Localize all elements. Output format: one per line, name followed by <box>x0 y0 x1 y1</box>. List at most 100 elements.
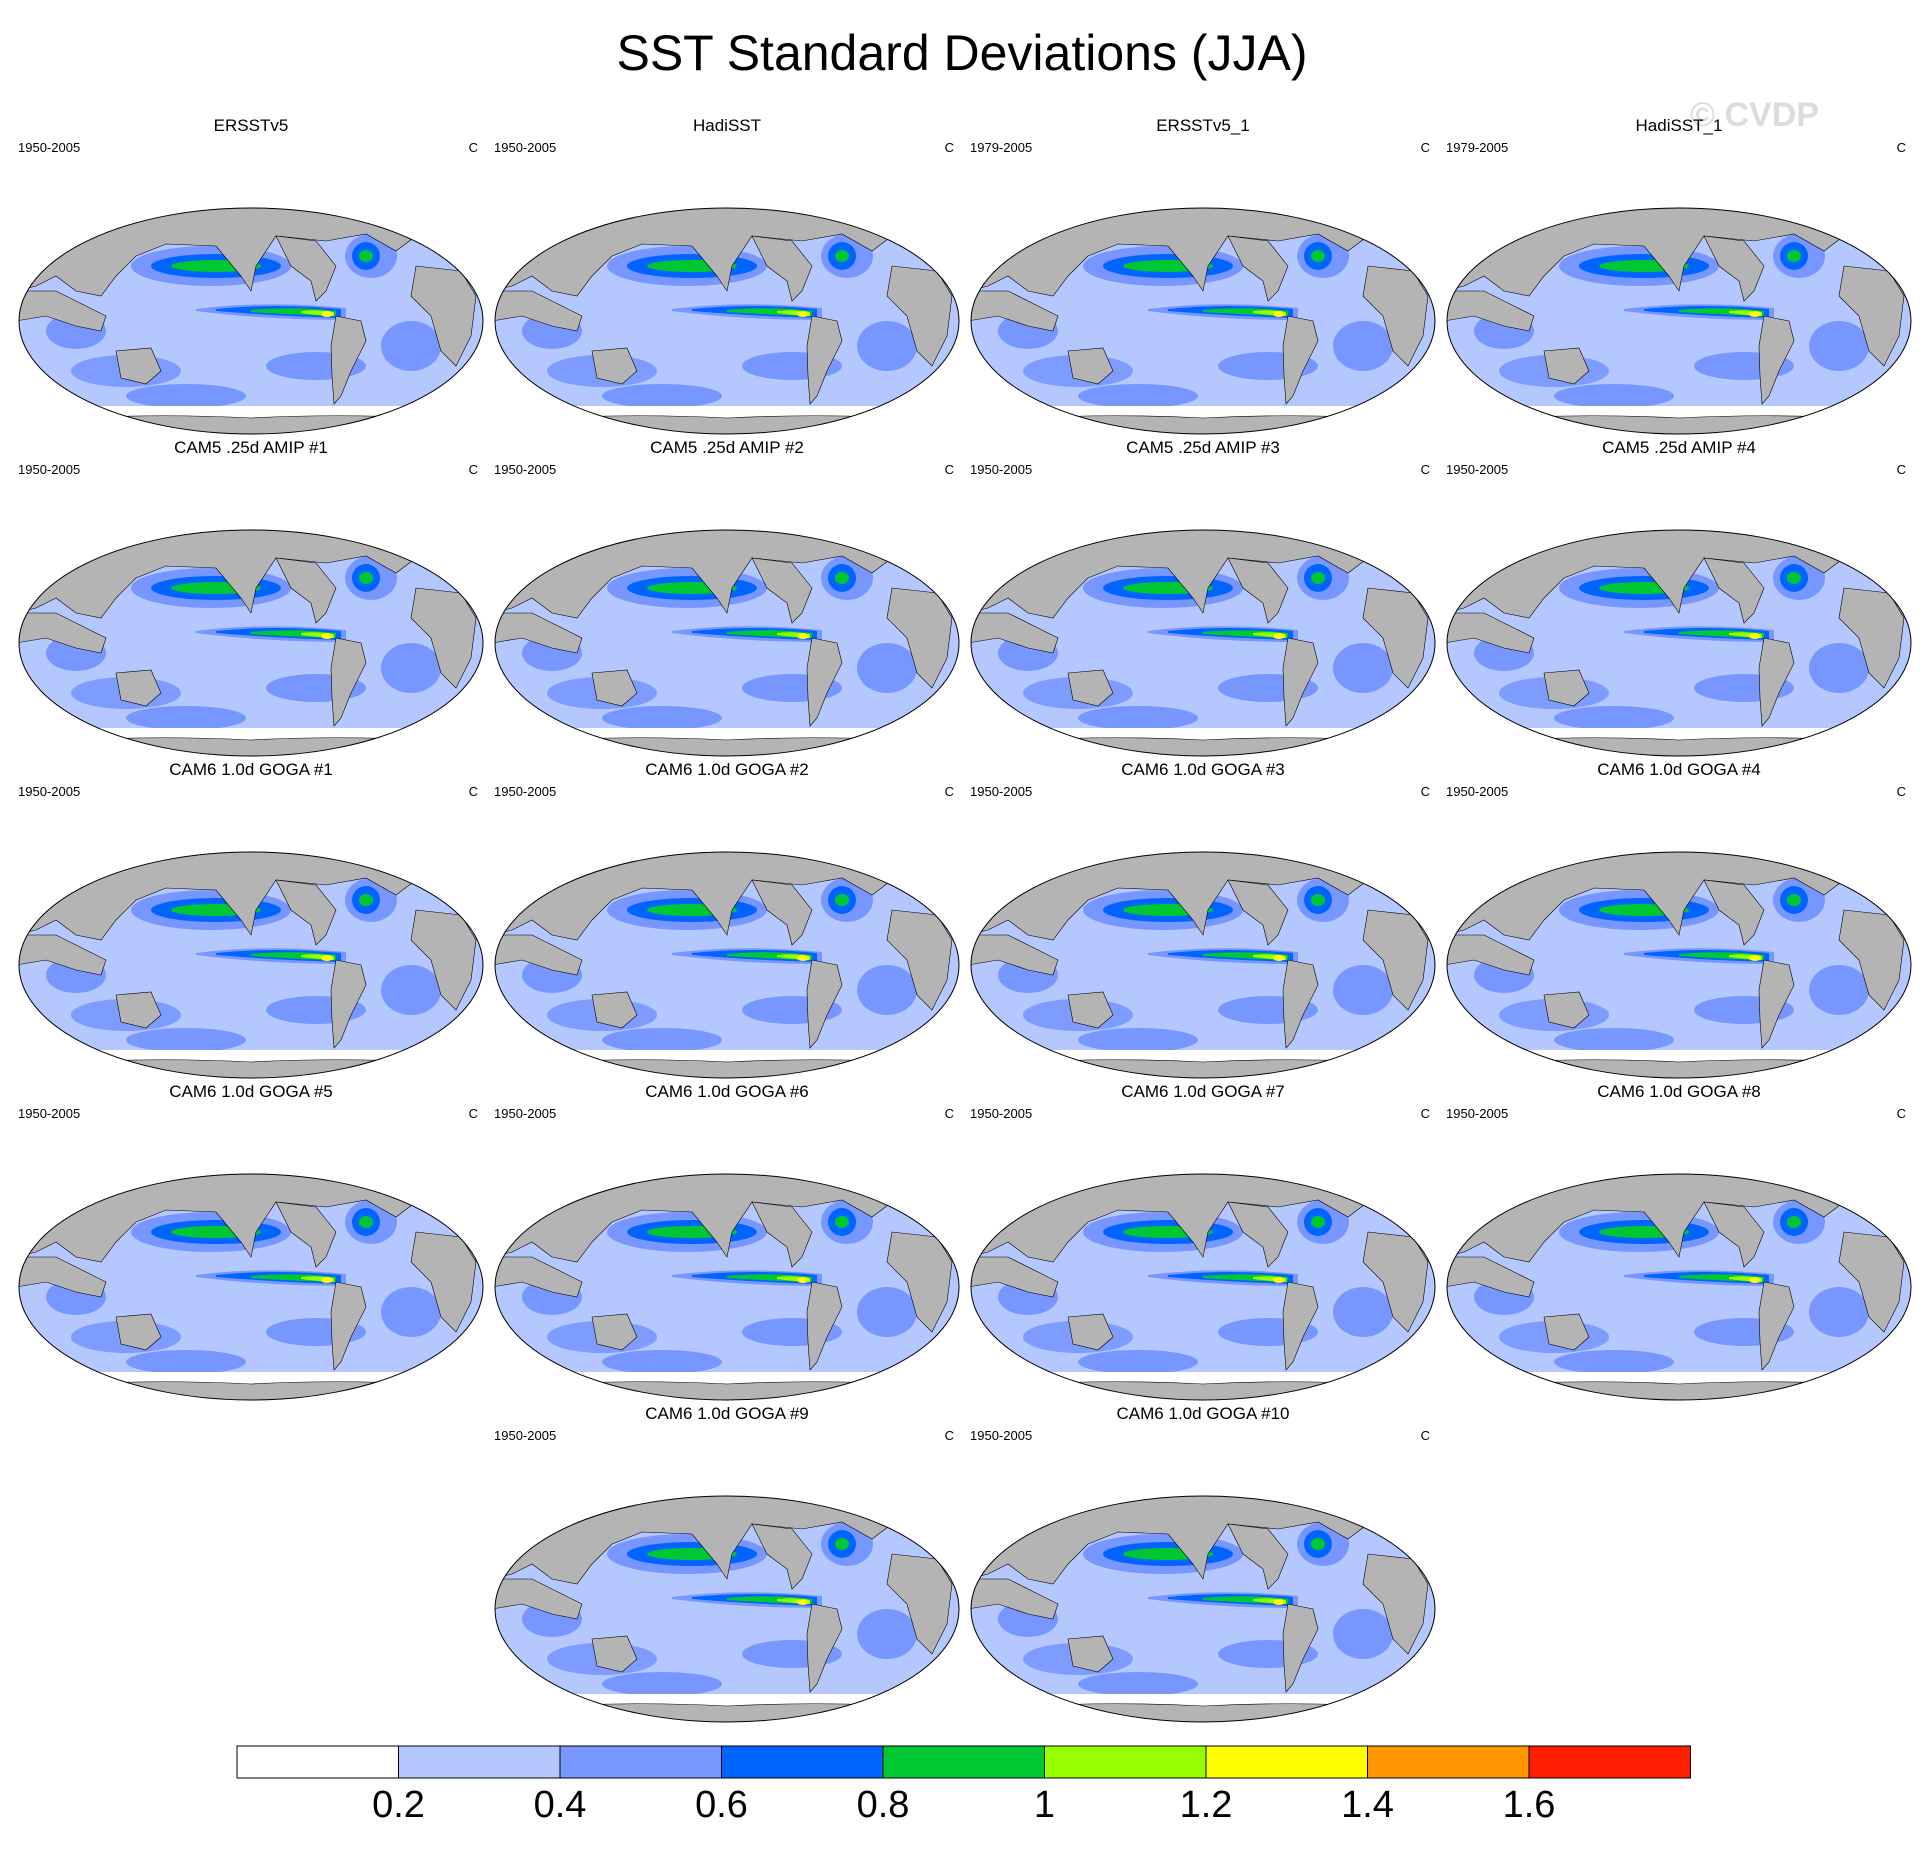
robinson-map <box>18 1173 484 1401</box>
map-field <box>971 208 1435 434</box>
panel-title: ERSSTv5 <box>213 116 289 135</box>
panel-title: CAM5 .25d AMIP #1 <box>174 438 328 457</box>
robinson-map <box>1446 1173 1912 1401</box>
panel-units: C <box>1420 784 1430 799</box>
colorbar-tick-label: 0.6 <box>695 1784 748 1826</box>
panel-units: C <box>468 1106 478 1121</box>
colorbar-swatch <box>236 1745 399 1779</box>
map-field <box>495 1174 959 1400</box>
robinson-map <box>494 851 960 1079</box>
robinson-map <box>18 207 484 435</box>
colorbar-swatch <box>1205 1745 1368 1779</box>
panel-units: C <box>1896 140 1906 155</box>
map-field <box>1447 1174 1911 1400</box>
colorbar-swatch <box>721 1745 884 1779</box>
panel-units: C <box>1896 784 1906 799</box>
panel-units: C <box>1896 462 1906 477</box>
map-panel: CAM5 .25d AMIP #2 1950-2005 C <box>492 438 962 758</box>
map-field <box>19 530 483 756</box>
map-panel: CAM6 1.0d GOGA #10 1950-2005 C <box>968 1404 1438 1724</box>
panel-title: CAM6 1.0d GOGA #2 <box>645 760 809 779</box>
map-field <box>971 1174 1435 1400</box>
colorbar-tick-label: 1.6 <box>1502 1784 1556 1826</box>
panel-title: ERSSTv5_1 <box>1156 116 1250 135</box>
panel-title: CAM5 .25d AMIP #4 <box>1602 438 1756 457</box>
panel-units: C <box>944 1106 954 1121</box>
figure-title: SST Standard Deviations (JJA) <box>616 25 1308 81</box>
map-field <box>971 1496 1435 1722</box>
colorbar-tick-label: 0.8 <box>856 1784 910 1826</box>
map-panel: CAM6 1.0d GOGA #9 1950-2005 C <box>492 1404 962 1724</box>
panel-title: HadiSST_1 <box>1635 116 1723 135</box>
map-panel: CAM5 .25d AMIP #3 1950-2005 C <box>968 438 1438 758</box>
robinson-map <box>970 529 1436 757</box>
map-panel: CAM6 1.0d GOGA #4 1950-2005 C <box>1444 760 1914 1080</box>
panel-period: 1950-2005 <box>494 1106 557 1121</box>
map-panel: CAM6 1.0d GOGA #7 1950-2005 C <box>968 1082 1438 1402</box>
robinson-map <box>970 851 1436 1079</box>
panel-title: CAM6 1.0d GOGA #8 <box>1597 1082 1761 1101</box>
panel-period: 1950-2005 <box>970 1428 1033 1443</box>
robinson-map <box>1446 529 1912 757</box>
map-field <box>971 530 1435 756</box>
panel-title: CAM6 1.0d GOGA #5 <box>169 1082 333 1101</box>
robinson-map <box>1446 851 1912 1079</box>
map-panel: CAM6 1.0d GOGA #8 1950-2005 C <box>1444 1082 1914 1402</box>
colorbar-swatch <box>398 1745 561 1779</box>
panel-units: C <box>1420 462 1430 477</box>
map-field <box>19 1174 483 1400</box>
panel-units: C <box>468 784 478 799</box>
colorbar-tick-label: 0.4 <box>533 1784 587 1826</box>
map-panel: CAM6 1.0d GOGA #5 1950-2005 C <box>16 1082 486 1402</box>
map-field <box>1447 852 1911 1078</box>
panel-units: C <box>1896 1106 1906 1121</box>
map-panel: CAM5 .25d AMIP #4 1950-2005 C <box>1444 438 1914 758</box>
panel-period: 1979-2005 <box>1446 140 1509 155</box>
panel-units: C <box>1420 140 1430 155</box>
panel-title: CAM6 1.0d GOGA #7 <box>1121 1082 1285 1101</box>
panel-units: C <box>468 140 478 155</box>
robinson-map <box>494 207 960 435</box>
colorbar-tick-label: 0.2 <box>372 1784 425 1826</box>
robinson-map <box>494 1495 960 1723</box>
panel-units: C <box>944 784 954 799</box>
panel-title: CAM6 1.0d GOGA #6 <box>645 1082 809 1101</box>
map-field <box>495 208 959 434</box>
robinson-map <box>494 529 960 757</box>
panel-period: 1950-2005 <box>494 784 557 799</box>
map-field <box>495 852 959 1078</box>
map-panel: ERSSTv5_1 1979-2005 C <box>968 116 1438 436</box>
panel-title: CAM6 1.0d GOGA #1 <box>169 760 333 779</box>
map-panel: ERSSTv5 1950-2005 C <box>16 116 486 436</box>
map-panel: HadiSST 1950-2005 C <box>492 116 962 436</box>
map-panel: CAM5 .25d AMIP #1 1950-2005 C <box>16 438 486 758</box>
map-panel: HadiSST_1 1979-2005 C <box>1444 116 1914 436</box>
colorbar-swatch <box>882 1745 1045 1779</box>
robinson-map <box>18 851 484 1079</box>
panel-title: CAM6 1.0d GOGA #3 <box>1121 760 1285 779</box>
colorbar-swatch <box>1367 1745 1530 1779</box>
colorbar-tick-label: 1.4 <box>1341 1784 1394 1826</box>
panel-units: C <box>944 462 954 477</box>
panel-units: C <box>468 462 478 477</box>
map-field <box>1447 208 1911 434</box>
colorbar-tick-label: 1 <box>1033 1784 1056 1826</box>
robinson-map <box>970 207 1436 435</box>
map-panel: CAM6 1.0d GOGA #6 1950-2005 C <box>492 1082 962 1402</box>
panel-title: CAM6 1.0d GOGA #10 <box>1116 1404 1290 1423</box>
robinson-map <box>494 1173 960 1401</box>
map-panel: CAM6 1.0d GOGA #3 1950-2005 C <box>968 760 1438 1080</box>
panel-units: C <box>1420 1106 1430 1121</box>
panel-period: 1950-2005 <box>970 1106 1033 1121</box>
robinson-map <box>1446 207 1912 435</box>
panel-period: 1950-2005 <box>970 784 1033 799</box>
robinson-map <box>970 1495 1436 1723</box>
panel-title: CAM5 .25d AMIP #2 <box>650 438 804 457</box>
panel-units: C <box>1420 1428 1430 1443</box>
robinson-map <box>970 1173 1436 1401</box>
panel-units: C <box>944 1428 954 1443</box>
panel-title: CAM6 1.0d GOGA #4 <box>1597 760 1761 779</box>
map-panel: CAM6 1.0d GOGA #2 1950-2005 C <box>492 760 962 1080</box>
panel-title: CAM5 .25d AMIP #3 <box>1126 438 1280 457</box>
cvdp-watermark: © CVDP <box>1690 96 1819 134</box>
